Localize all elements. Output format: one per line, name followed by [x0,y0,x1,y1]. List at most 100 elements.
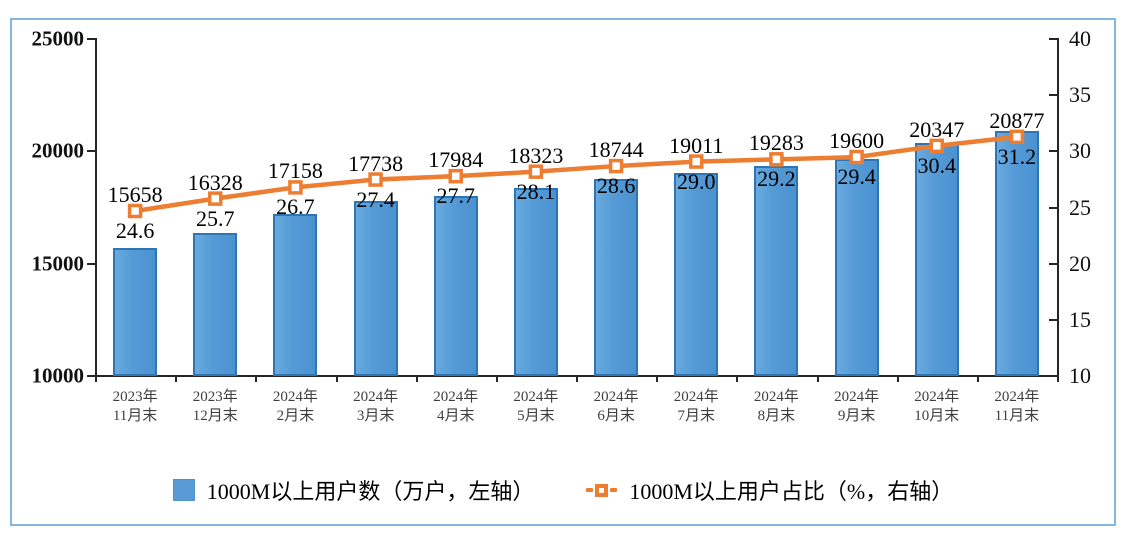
right-axis-tick-label: 35 [1069,82,1091,108]
x-axis-tick [255,375,258,382]
line-marker-icon [127,203,143,219]
x-axis-category-label: 2024年 6月末 [593,389,639,424]
x-axis-category-label: 2024年 9月末 [834,389,880,424]
line-marker-icon [608,158,624,174]
bar-value-label: 15658 [107,181,163,207]
x-axis-category-label: 2023年 11月末 [112,389,158,424]
line-marker-icon [528,164,544,179]
line-series-marker-icon [586,483,618,497]
line-value-label: 24.6 [115,217,155,243]
x-axis-category-label: 2024年 5月末 [513,389,559,424]
x-axis-line [87,375,1059,377]
x-axis-tick [736,375,739,382]
line-value-label: 25.7 [196,205,235,231]
line-value-label: 31.2 [997,143,1037,169]
x-axis-category-label: 2024年 4月末 [433,389,479,424]
x-axis-tick [415,375,418,382]
left-axis-tick-label: 15000 [31,251,85,276]
line-series [127,129,1025,219]
left-axis-tick-label: 25000 [31,26,85,51]
line-value-label: 29.2 [757,166,796,192]
bar [754,166,799,376]
line-marker-icon [368,172,383,187]
chart-frame: 25000 20000 15000 10000 40 35 30 25 20 15 10 15658 2… [10,18,1116,526]
x-axis-tick [335,375,338,382]
right-axis-tick-label: 15 [1069,306,1091,332]
bar-value-label: 20347 [909,116,965,142]
x-axis-category-label: 2024年 11月末 [994,389,1040,424]
x-axis-category-label: 2024年 10月末 [914,389,960,424]
chart-legend: 1000M以上用户数（万户，左轴） 1000M以上用户占比（%，右轴） [12,474,1114,506]
right-axis-tick-label: 20 [1069,250,1091,276]
line-path [134,134,1018,214]
bar [834,159,879,376]
x-axis-tick [576,375,578,382]
bar-value-label: 17738 [348,150,404,176]
line-marker-icon [448,168,463,184]
right-axis-tick [1049,38,1057,40]
left-axis-tick [87,38,95,40]
bar-value-label: 17158 [267,158,323,184]
left-axis-tick-label: 20000 [31,138,85,163]
bar [594,178,639,376]
x-axis-tick [656,375,659,382]
right-axis-tick-label: 25 [1069,194,1091,220]
x-axis-tick [976,375,979,382]
right-axis-tick [1049,318,1057,321]
right-axis-tick [1049,262,1057,265]
line-value-label: 26.7 [276,194,315,220]
line-value-label: 29.0 [677,168,716,194]
bar [674,172,719,376]
bar [353,201,398,376]
legend-label: 1000M以上用户数（万户，左轴） [206,479,535,504]
x-axis-tick [816,375,819,382]
bar-value-label: 17984 [428,147,484,173]
legend-label: 1000M以上用户占比（%，右轴） [629,479,954,504]
bar-value-label: 18744 [588,137,644,163]
x-axis-tick [1057,375,1059,382]
x-axis-category-label: 2023年 12月末 [192,389,238,424]
bar [914,142,959,376]
bar-value-label: 20877 [989,107,1045,133]
bar-value-label: 19011 [669,132,724,158]
line-value-label: 28.6 [596,173,636,199]
line-marker-icon [689,154,704,169]
bar [513,188,558,376]
right-axis-tick-label: 10 [1069,363,1091,388]
line-marker-icon [208,191,223,206]
bar-value-label: 18323 [508,142,564,168]
bar [193,232,238,376]
x-axis-category-label: 2024年 7月末 [673,389,719,424]
line-value-label: 30.4 [917,152,957,178]
left-axis-tick [87,262,95,265]
line-marker-icon [929,138,944,154]
left-axis-tick [87,150,95,153]
left-axis-tick-label: 10000 [31,363,85,388]
x-axis-tick [175,375,178,382]
x-axis-category-label: 2024年 8月末 [753,389,799,424]
line-value-label: 27.7 [436,183,476,209]
bar-value-label: 16328 [187,169,243,195]
legend-item-line-series: 1000M以上用户占比（%，右轴） [586,474,953,506]
line-marker-icon [1009,129,1025,145]
x-axis-category-label: 2024年 2月末 [272,389,318,424]
bar [433,195,478,376]
line-value-label: 29.4 [837,164,876,190]
chart-plot-area: 25000 20000 15000 10000 40 35 30 25 20 15 10 15658 2… [12,20,1114,524]
left-y-axis-line [95,38,97,375]
legend-item-bar-series: 1000M以上用户数（万户，左轴） [172,474,535,506]
right-axis-tick [1049,375,1057,377]
right-axis-tick-label: 40 [1069,26,1091,51]
line-value-label: 28.1 [516,178,556,204]
bar [113,247,158,376]
bar-series-swatch-icon [172,479,195,501]
x-axis-tick [495,375,498,382]
bar [273,214,318,376]
bar-value-label: 19600 [829,128,885,154]
x-axis-tick [896,375,899,382]
right-axis-tick [1049,94,1057,97]
line-marker-icon [288,180,303,195]
line-marker-icon [769,152,784,167]
right-axis-tick [1049,206,1057,209]
line-marker-icon [849,149,864,165]
